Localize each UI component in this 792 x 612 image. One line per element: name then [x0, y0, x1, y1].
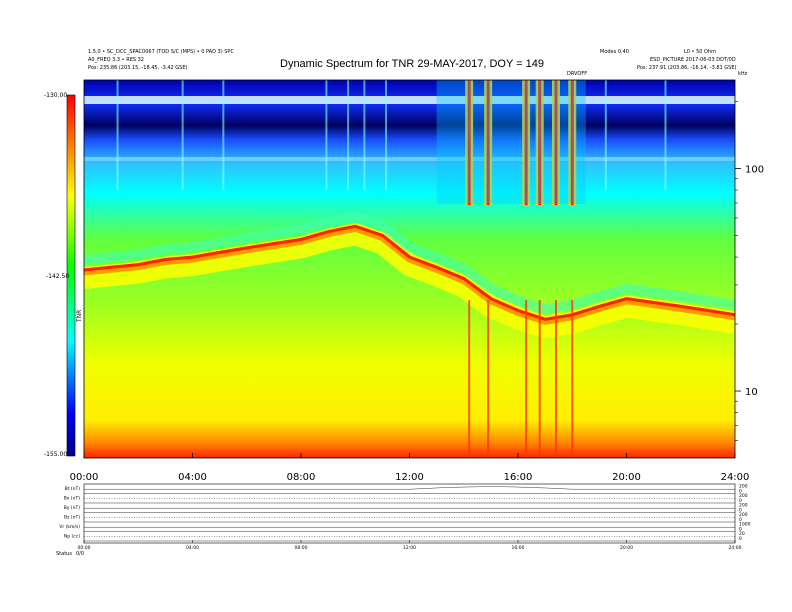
colorbar	[67, 95, 75, 456]
panel-label: Bz (nT)	[64, 515, 80, 521]
burst-tail	[538, 300, 541, 458]
marker-label: DRVOFF	[567, 71, 588, 77]
panel-right-tick: 0	[739, 508, 742, 514]
panel-right-tick: 0	[739, 517, 742, 523]
cyan-streak	[347, 80, 350, 190]
bottom-panels-frame	[83, 483, 736, 544]
x-tick-label: 24:00	[721, 472, 750, 483]
plasma-line-upper	[84, 211, 735, 315]
cyan-streak	[385, 80, 388, 190]
cyan-streak	[325, 80, 328, 190]
burst-core	[538, 80, 542, 205]
status-label: Status	[56, 551, 72, 557]
burst-tail	[487, 300, 490, 458]
header-antenna: L0 • 50 Ohm	[684, 49, 717, 55]
panel-right-tick: 200	[739, 512, 748, 518]
cyan-streak	[116, 80, 119, 190]
burst-tail	[468, 300, 471, 458]
panel-x-tick-label: 00:00	[78, 545, 91, 551]
cyan-streak	[222, 80, 225, 190]
panel-right-tick: 0	[739, 498, 742, 504]
x-tick-label: 12:00	[395, 472, 424, 483]
burst-core	[467, 80, 471, 205]
panel-right-tick: 0	[739, 489, 742, 495]
plasma-line-halo	[84, 224, 735, 325]
burst-tail	[571, 300, 574, 458]
panel-right-tick: 200	[739, 493, 748, 499]
panel-x-tick-label: 24:00	[729, 545, 742, 551]
colorbar-label: TNR	[76, 309, 83, 322]
spectrogram-plot	[84, 80, 735, 458]
panel-right-tick: 200	[739, 484, 748, 490]
cyan-streak	[363, 80, 366, 190]
y-tick-label: 10	[745, 387, 758, 398]
corner-label: kHz	[738, 71, 748, 77]
y-tick-label: 100	[745, 165, 764, 176]
cyan-streak	[181, 80, 184, 190]
colorbar-tick-mid: -142.50	[46, 273, 70, 280]
panel-right-tick: 0	[739, 527, 742, 533]
panel-right-tick: 0	[739, 536, 742, 542]
burst-core	[486, 80, 490, 205]
panel-x-tick-label: 12:00	[403, 545, 416, 551]
header-position-left: Pos: 235.86 (203.15, -18.45, -3.42 GSE)	[88, 65, 188, 71]
x-tick-label: 04:00	[178, 472, 207, 483]
burst-core	[570, 80, 574, 205]
status-value: 0/0	[76, 551, 85, 557]
x-tick-label: 16:00	[504, 472, 533, 483]
burst-core	[554, 80, 558, 205]
cyan-streak	[664, 80, 667, 190]
plasma-line	[84, 224, 735, 321]
cyan-streak	[604, 80, 607, 190]
panel-label: Np (cc)	[64, 534, 80, 540]
burst-tail	[525, 300, 528, 458]
panel-right-tick: 20	[739, 531, 745, 537]
colorbar-tick-max: -130.00	[44, 92, 68, 99]
header-info-line1: 1.5.0 • SC_DCC_SPAC0067 (TOD S/C (MPS) •…	[88, 49, 234, 55]
chart-title: Dynamic Spectrum for TNR 29-MAY-2017, DO…	[280, 58, 545, 70]
panel-x-tick-label: 16:00	[512, 545, 525, 551]
panel-label: Bt (nT)	[65, 486, 81, 492]
header-modes: Modes 0.40	[600, 49, 629, 55]
panel-label: Bx (nT)	[64, 496, 81, 502]
x-tick-label: 00:00	[70, 472, 99, 483]
burst-tail	[554, 300, 557, 458]
panel-right-tick: 1000	[739, 522, 751, 528]
panel-label: Vr (km/s)	[59, 524, 80, 530]
panel-right-tick: 200	[739, 503, 748, 509]
burst-core	[524, 80, 528, 205]
panel-x-tick-label: 08:00	[295, 545, 308, 551]
x-tick-label: 20:00	[612, 472, 641, 483]
panel-label: By (nT)	[64, 505, 81, 511]
panel-x-tick-label: 04:00	[186, 545, 199, 551]
burst-region	[436, 80, 586, 204]
header-picture-id: ESD_PICTURE 2017-06-03 DDT/0D	[650, 57, 736, 63]
plasma-line-glow	[84, 222, 735, 339]
header-position-right: Pos: 237.91 (203.86, -16.14, -3.81 GSE)	[637, 65, 737, 71]
colorbar-tick-min: -155.00	[44, 451, 68, 458]
panel-x-tick-label: 20:00	[620, 545, 633, 551]
header-info-line2: A0_FREQ 3.3 • RES 32	[88, 57, 144, 63]
x-tick-label: 08:00	[287, 472, 316, 483]
panel-trace	[84, 486, 735, 490]
